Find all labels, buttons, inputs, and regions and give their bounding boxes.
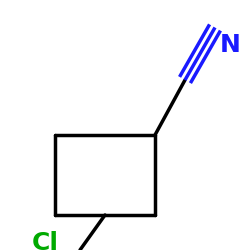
Text: N: N [220,33,240,57]
Text: Cl: Cl [32,230,58,250]
